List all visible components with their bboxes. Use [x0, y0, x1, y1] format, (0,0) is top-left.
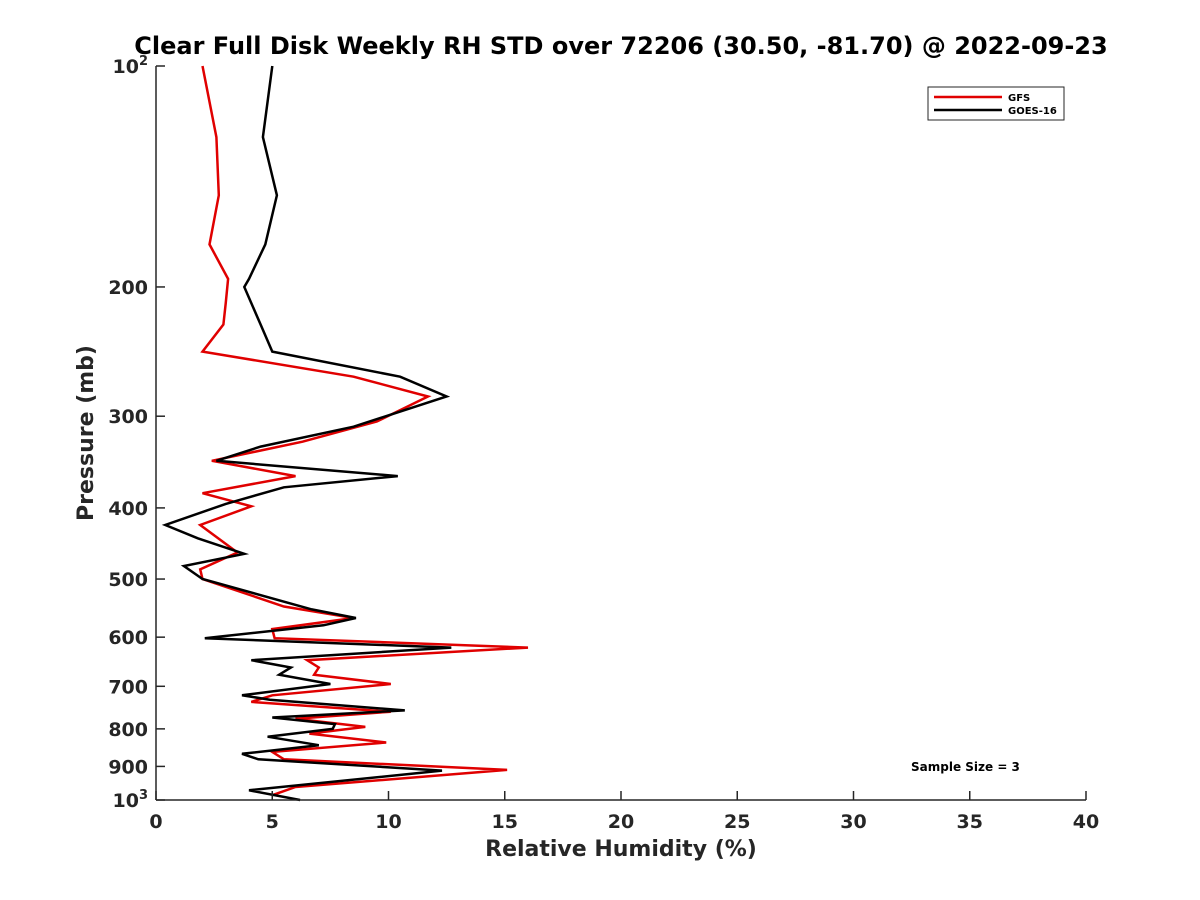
- legend: GFS GOES-16: [927, 86, 1065, 121]
- x-axis-label: Relative Humidity (%): [485, 837, 757, 862]
- x-tick-label: 5: [266, 811, 279, 833]
- y-tick-label: 103: [113, 788, 149, 812]
- legend-box: [927, 86, 1065, 121]
- y-tick-label: 200: [108, 277, 148, 299]
- x-tick-label: 25: [724, 811, 750, 833]
- series-line-goes16: [161, 65, 452, 802]
- y-tick-label: 700: [108, 676, 148, 698]
- sample-size-annotation: Sample Size = 3: [911, 760, 1020, 774]
- y-tick-label: 102: [113, 54, 149, 78]
- y-ticks: 102 200 300 400 500 600 700 800 900 103: [108, 54, 165, 812]
- legend-label-gfs: GFS: [1008, 93, 1030, 104]
- y-tick-label: 800: [108, 719, 148, 741]
- x-tick-label: 30: [840, 811, 866, 833]
- series-layer: [161, 65, 529, 802]
- legend-label-goes16: GOES-16: [1008, 106, 1057, 117]
- x-tick-label: 15: [492, 811, 518, 833]
- x-tick-label: 40: [1073, 811, 1099, 833]
- y-tick-label: 600: [108, 627, 148, 649]
- x-tick-label: 20: [608, 811, 634, 833]
- y-tick-label: 300: [108, 406, 148, 428]
- series-line-gfs: [197, 65, 529, 797]
- x-ticks: 0 5 10 15 20 25 30 35 40: [149, 791, 1099, 833]
- y-tick-label: 500: [108, 569, 148, 591]
- y-tick-label: 400: [108, 498, 148, 520]
- y-tick-label: 900: [108, 756, 148, 778]
- chart-title: Clear Full Disk Weekly RH STD over 72206…: [134, 32, 1107, 60]
- x-tick-label: 0: [149, 811, 162, 833]
- x-tick-label: 10: [375, 811, 401, 833]
- y-axis-label: Pressure (mb): [74, 345, 99, 521]
- x-tick-label: 35: [957, 811, 983, 833]
